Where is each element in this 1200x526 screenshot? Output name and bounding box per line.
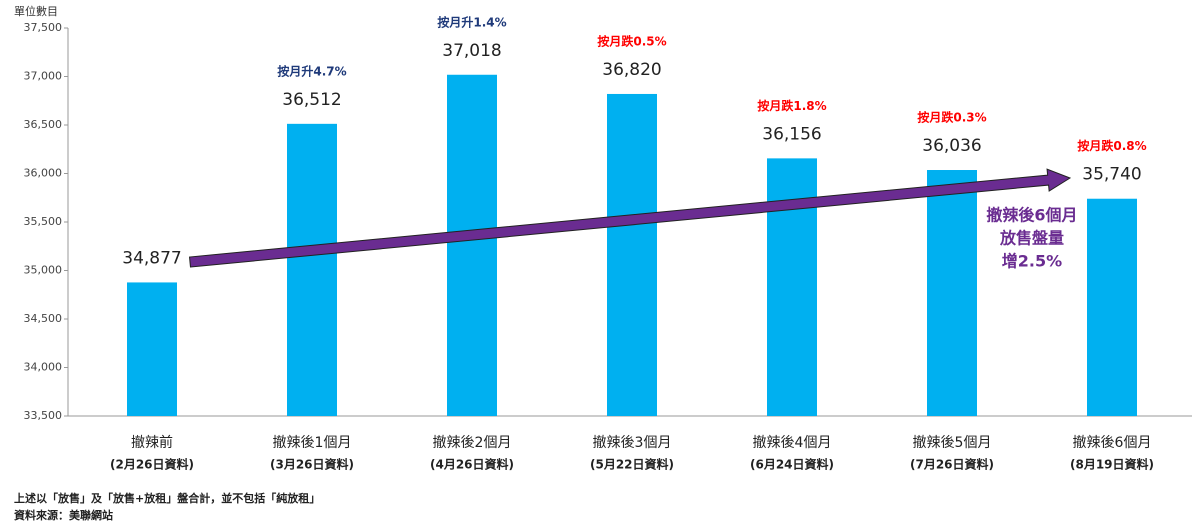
- y-tick-label: 35,500: [24, 215, 63, 228]
- y-tick-label: 34,000: [24, 361, 63, 374]
- x-tick-note: (6月24日資料): [750, 457, 834, 472]
- x-tick-note: (2月26日資料): [110, 457, 194, 472]
- x-tick-label: 撤辣後2個月: [433, 435, 512, 451]
- footnote: 資料來源：美聯網站: [14, 508, 113, 522]
- y-tick-label: 36,000: [24, 167, 63, 180]
- y-tick-label: 33,500: [24, 409, 63, 422]
- x-tick-label: 撤辣後6個月: [1073, 435, 1152, 451]
- y-tick-label: 35,000: [24, 264, 63, 277]
- value-label: 36,820: [602, 60, 661, 80]
- x-tick-label: 撤辣後4個月: [753, 435, 832, 451]
- value-label: 36,512: [282, 90, 341, 110]
- x-tick-note: (3月26日資料): [270, 457, 354, 472]
- bar: [607, 93, 657, 417]
- arrow-annotation: 增2.5%: [1002, 252, 1062, 271]
- footnote: 上述以「放售」及「放售+放租」盤合計，並不包括「純放租」: [14, 491, 320, 505]
- x-tick-label: 撤辣後5個月: [913, 435, 992, 451]
- x-tick-note: (7月26日資料): [910, 457, 994, 472]
- bar: [127, 282, 177, 416]
- trend-arrow: [188, 168, 1072, 268]
- x-tick-note: (5月22日資料): [590, 457, 674, 472]
- value-label: 36,156: [762, 124, 821, 144]
- x-tick-label: 撤辣前: [131, 434, 173, 451]
- change-label: 按月跌0.5%: [597, 33, 666, 48]
- y-axis-title: 單位數目: [14, 4, 58, 18]
- x-tick-label: 撤辣後1個月: [273, 435, 352, 451]
- arrow-annotation: 放售盤量: [999, 229, 1064, 248]
- bar: [1087, 198, 1137, 416]
- bar: [447, 74, 497, 416]
- arrow-annotation: 撤辣後6個月: [986, 206, 1077, 225]
- bar: [767, 158, 817, 417]
- y-tick-label: 34,500: [24, 312, 63, 325]
- x-tick-note: (8月19日資料): [1070, 457, 1154, 472]
- x-tick-label: 撤辣後3個月: [593, 435, 672, 451]
- value-label: 37,018: [442, 41, 501, 61]
- y-tick-label: 37,500: [24, 21, 63, 34]
- change-label: 按月升4.7%: [277, 63, 346, 78]
- value-label: 34,877: [122, 248, 181, 268]
- change-label: 按月升1.4%: [437, 14, 506, 29]
- change-label: 按月跌0.3%: [917, 110, 986, 125]
- value-label: 36,036: [922, 136, 981, 156]
- bar: [287, 123, 337, 416]
- y-tick-label: 36,500: [24, 118, 63, 131]
- change-label: 按月跌1.8%: [757, 98, 826, 113]
- bar: [927, 170, 977, 416]
- x-tick-note: (4月26日資料): [430, 457, 514, 472]
- y-tick-label: 37,000: [24, 70, 63, 83]
- value-label: 35,740: [1082, 165, 1141, 185]
- change-label: 按月跌0.8%: [1077, 138, 1146, 153]
